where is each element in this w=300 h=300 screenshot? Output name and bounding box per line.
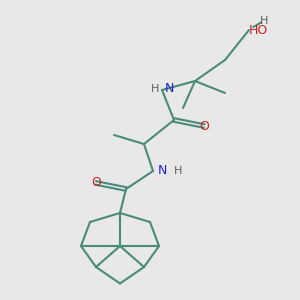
Text: HO: HO [249,23,268,37]
Text: H: H [151,83,159,94]
Text: N: N [165,82,174,95]
Text: H: H [174,166,182,176]
Text: O: O [199,119,209,133]
Text: N: N [158,164,167,178]
Text: H: H [260,16,268,26]
Text: O: O [91,176,101,190]
